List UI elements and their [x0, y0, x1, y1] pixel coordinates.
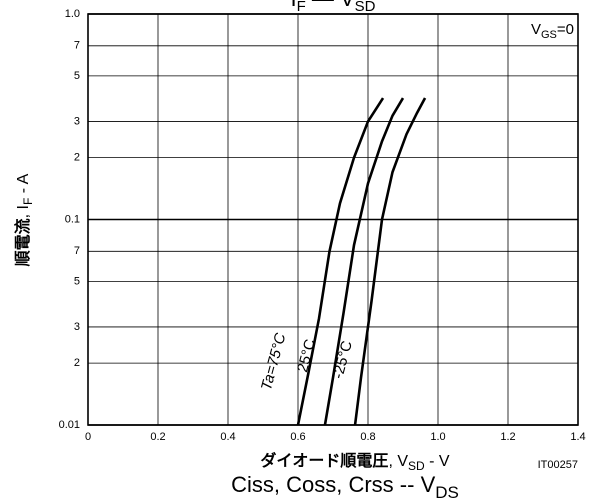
y-tick-label: 7 — [74, 40, 80, 52]
x-label-part: , V — [388, 453, 408, 470]
chart-title: IF — VSD — [290, 0, 375, 15]
y-tick-label: 7 — [74, 245, 80, 257]
title-part: — V — [306, 0, 355, 11]
y-tick-label: 2 — [74, 152, 80, 164]
curve-label: -25°C — [330, 339, 356, 381]
annotation-sub: GS — [541, 29, 557, 41]
subtitle: Ciss, Coss, Crss -- VDS — [231, 472, 459, 502]
subtitle-sub: DS — [435, 483, 459, 502]
x-tick-label: 1.2 — [500, 431, 515, 443]
x-label-part: - V — [425, 453, 450, 470]
y-tick-label: 2 — [74, 357, 80, 369]
y-tick-label: 5 — [74, 70, 80, 82]
curve-label: Ta=75°C — [258, 331, 290, 392]
y-tick-label: 0.1 — [65, 213, 80, 225]
title-sub: SD — [355, 0, 376, 15]
x-tick-label: 0.4 — [220, 431, 235, 443]
curve — [353, 97, 427, 426]
figure-id: IT00257 — [538, 459, 578, 471]
title-part: I — [290, 0, 296, 11]
subtitle-part: Ciss, Coss, Crss -- V — [231, 472, 435, 497]
y-label-part: , I — [15, 205, 32, 218]
y-tick-label: 1.0 — [65, 8, 80, 20]
x-tick-label: 1.0 — [430, 431, 445, 443]
x-tick-label: 1.4 — [570, 431, 585, 443]
x-tick-label: 0.8 — [360, 431, 375, 443]
annotation: VGS=0 — [531, 21, 574, 41]
x-axis-label: ダイオード順電圧, VSD - V — [260, 451, 449, 473]
annotation-part: V — [531, 21, 541, 38]
x-tick-label: 0.2 — [150, 431, 165, 443]
x-tick-label: 0.6 — [290, 431, 305, 443]
y-tick-label: 5 — [74, 275, 80, 287]
y-tick-label: 3 — [74, 321, 80, 333]
x-tick-label: 0 — [85, 431, 91, 443]
annotation-part: =0 — [557, 21, 574, 38]
y-tick-label: 3 — [74, 115, 80, 127]
x-label-sub: SD — [408, 459, 425, 473]
title-sub: F — [297, 0, 306, 15]
y-tick-label: 0.01 — [59, 419, 80, 431]
y-label-sub: F — [21, 198, 35, 205]
curve — [323, 97, 405, 426]
x-label-part: ダイオード順電圧 — [260, 451, 388, 470]
curve — [296, 97, 385, 426]
y-axis-label: 順電流, IF - A — [13, 173, 35, 267]
y-label-part: - A — [15, 173, 32, 197]
y-label-part: 順電流 — [13, 218, 32, 267]
plot-border — [87, 13, 579, 426]
